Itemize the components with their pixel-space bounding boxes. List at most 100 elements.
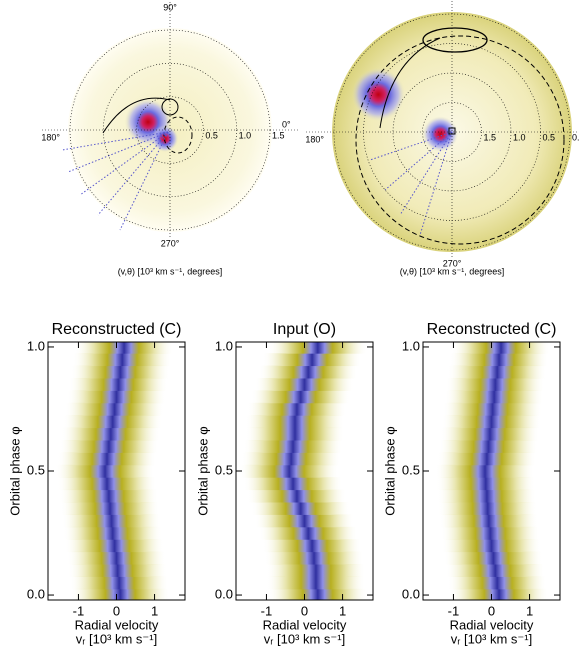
x-axis-label: vᵣ [10³ km s⁻¹] bbox=[264, 631, 346, 646]
spectrum-row bbox=[445, 377, 545, 391]
spectrum-row bbox=[59, 489, 159, 503]
spectrum-row bbox=[268, 342, 368, 354]
spectrum-row bbox=[61, 427, 161, 441]
spectrum-row bbox=[251, 390, 351, 404]
spectrum-row bbox=[245, 427, 345, 441]
angle-label: 180° bbox=[305, 134, 324, 144]
spectrum-row bbox=[447, 576, 547, 590]
x-tick-label: 1 bbox=[526, 603, 533, 618]
spectrum-row bbox=[445, 564, 545, 577]
spectrum-row bbox=[268, 588, 368, 600]
spectrum-row bbox=[443, 551, 543, 565]
angle-label: 0° bbox=[282, 119, 291, 129]
spectrum-row bbox=[439, 514, 539, 528]
r-tick-label: 0.5 bbox=[205, 130, 218, 140]
emission-feature bbox=[351, 67, 405, 122]
spectrum-row bbox=[436, 477, 536, 491]
y-tick-label: 0.0 bbox=[27, 586, 45, 601]
x-tick-label: 1 bbox=[151, 603, 158, 618]
spectrum-row bbox=[266, 564, 366, 577]
spectrum-row bbox=[438, 502, 538, 515]
spectrum-row bbox=[68, 564, 168, 577]
spectrum-row bbox=[255, 377, 354, 391]
spectrum-row bbox=[62, 514, 162, 528]
spectrum-row bbox=[59, 439, 159, 453]
spectrum-row bbox=[440, 526, 540, 540]
spectrum-row bbox=[262, 353, 362, 367]
spectrum-row bbox=[63, 526, 163, 540]
y-tick-label: 1.0 bbox=[402, 338, 420, 353]
spectrum-row bbox=[442, 415, 541, 429]
spectrum-row bbox=[57, 477, 157, 491]
spectrum-row bbox=[57, 452, 157, 466]
spectrum-row bbox=[451, 342, 551, 354]
stream-curve bbox=[379, 37, 441, 129]
x-axis-label: Radial velocity bbox=[75, 617, 159, 632]
y-axis-label: Orbital phase φ bbox=[7, 426, 22, 515]
spectrum-row bbox=[69, 576, 169, 590]
spectrum-row bbox=[264, 551, 364, 565]
panel-title: Reconstructed (C) bbox=[52, 321, 182, 338]
stream-curve bbox=[102, 97, 171, 134]
x-tick-label: 0 bbox=[113, 603, 120, 618]
spectrum-row bbox=[55, 464, 155, 478]
x-tick-label: -1 bbox=[261, 603, 273, 618]
y-tick-label: 0.5 bbox=[402, 462, 420, 477]
spectrum-row bbox=[243, 439, 343, 453]
spectrum-row bbox=[60, 502, 160, 515]
y-axis-label: Orbital phase φ bbox=[195, 426, 210, 515]
y-tick-label: 0.5 bbox=[215, 462, 233, 477]
r-tick-label: 0.5 bbox=[543, 132, 556, 142]
y-tick-label: 0.0 bbox=[402, 586, 420, 601]
y-tick-label: 0.5 bbox=[27, 462, 45, 477]
spectrum-row bbox=[65, 539, 165, 553]
angle-label: 180° bbox=[41, 132, 60, 142]
spectrum-row bbox=[247, 402, 347, 416]
x-axis-label: (v,θ) [10³ km s⁻¹, degrees] bbox=[118, 266, 223, 276]
x-tick-label: 0 bbox=[301, 603, 308, 618]
r-tick-label: 1.0 bbox=[239, 130, 252, 140]
spectrum-row bbox=[437, 489, 537, 503]
spectrum-row bbox=[266, 576, 366, 590]
x-axis-label: (v,θ) [10³ km s⁻¹, degrees] bbox=[400, 266, 505, 276]
r-tick-label: 1.5 bbox=[272, 130, 285, 140]
spectrum-row bbox=[258, 365, 358, 379]
y-axis-label: Orbital phase φ bbox=[382, 426, 397, 515]
dashed-circle bbox=[355, 35, 565, 245]
spectrum-row bbox=[247, 489, 347, 503]
spectrum-row bbox=[444, 390, 544, 404]
spectrum-row bbox=[67, 390, 166, 404]
spectra bbox=[55, 342, 174, 600]
spectrum-row bbox=[74, 342, 174, 354]
ring bbox=[103, 63, 237, 197]
spectra bbox=[239, 342, 368, 600]
x-axis-label: Radial velocity bbox=[263, 617, 347, 632]
spectrum-row bbox=[438, 439, 538, 453]
ring bbox=[422, 102, 482, 162]
spectrum-row bbox=[63, 415, 163, 429]
rays bbox=[61, 131, 453, 236]
spectrum-row bbox=[243, 477, 343, 491]
spectrum-row bbox=[70, 365, 170, 379]
x-tick-label: 1 bbox=[339, 603, 346, 618]
spectrum-row bbox=[443, 402, 543, 416]
spectrum-row bbox=[251, 502, 351, 515]
spectrum-row bbox=[447, 365, 547, 379]
spectrum-row bbox=[449, 353, 549, 367]
x-tick-label: 0 bbox=[488, 603, 495, 618]
y-tick-label: 1.0 bbox=[215, 338, 233, 353]
x-tick-label: -1 bbox=[73, 603, 85, 618]
spectrum-row bbox=[255, 514, 354, 528]
spectrum-row bbox=[449, 588, 549, 600]
angle-label: 270° bbox=[443, 258, 462, 268]
x-axis-label: Radial velocity bbox=[450, 617, 534, 632]
r-tick-label: 1.5 bbox=[484, 132, 497, 142]
spectrum-row bbox=[68, 377, 168, 391]
panel-title: Input (O) bbox=[273, 321, 336, 338]
spectrum-row bbox=[239, 464, 339, 478]
spectrum-row bbox=[67, 551, 166, 565]
ring bbox=[136, 96, 204, 164]
angle-label: 90° bbox=[163, 2, 177, 12]
spectrum-row bbox=[258, 526, 358, 540]
y-tick-label: 1.0 bbox=[27, 338, 45, 353]
